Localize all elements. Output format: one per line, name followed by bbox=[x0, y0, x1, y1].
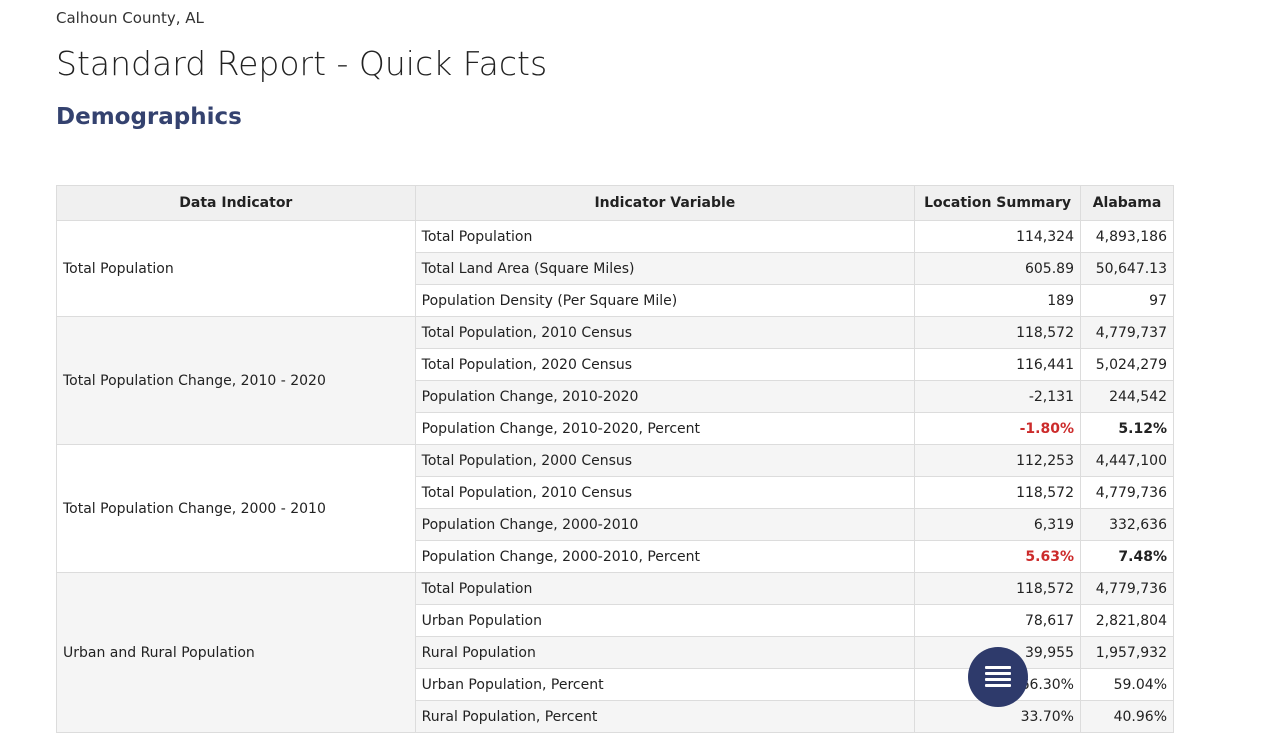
table-row: Total Land Area (Square Miles) 605.89 50,6… bbox=[57, 252, 1175, 285]
state-value: 5,024,279 bbox=[1079, 348, 1175, 381]
variable-cell: Total Population bbox=[414, 220, 916, 253]
variable-cell: Population Density (Per Square Mile) bbox=[414, 284, 916, 317]
column-header: Indicator Variable bbox=[414, 185, 916, 221]
variable-cell: Total Population bbox=[414, 572, 916, 605]
table-row: Population Change, 2010-2020, Percent -1.… bbox=[57, 412, 1175, 445]
variable-cell: Rural Population bbox=[414, 636, 916, 669]
indicator-cell: Total Population bbox=[56, 220, 416, 317]
column-header: Location Summary bbox=[914, 185, 1081, 221]
location-value: 118,572 bbox=[914, 316, 1081, 349]
indicator-cell: Total Population Change, 2010 - 2020 bbox=[56, 316, 416, 445]
state-value: 4,779,737 bbox=[1079, 316, 1175, 349]
section-title: Demographics bbox=[56, 104, 242, 130]
table-row: Total Population Total Population 114,324 4… bbox=[56, 220, 1175, 317]
location-value: 605.89 bbox=[914, 252, 1081, 285]
state-value: 59.04% bbox=[1079, 668, 1175, 701]
variable-cell: Total Population, 2010 Census bbox=[414, 316, 916, 349]
table-row: Population Change, 2000-2010 6,319 332,636 bbox=[57, 508, 1175, 541]
indicator-cell: Total Population Change, 2000 - 2010 bbox=[56, 444, 416, 573]
indicator-cell: Urban and Rural Population bbox=[56, 572, 416, 733]
location-value: 6,319 bbox=[914, 508, 1081, 541]
location-value: 189 bbox=[914, 284, 1081, 317]
menu-button[interactable] bbox=[968, 647, 1028, 707]
state-value: 4,447,100 bbox=[1079, 444, 1175, 477]
location-value: 118,572 bbox=[914, 476, 1081, 509]
state-value: 1,957,932 bbox=[1079, 636, 1175, 669]
variable-cell: Population Change, 2010-2020, Percent bbox=[414, 412, 916, 445]
table-row: Total Population Change, 2010 - 2020 Tota… bbox=[56, 316, 1175, 445]
variable-cell: Urban Population, Percent bbox=[414, 668, 916, 701]
table-row: Total Population Change, 2000 - 2010 Tota… bbox=[56, 444, 1175, 573]
column-header: Alabama bbox=[1079, 185, 1175, 221]
header-row: Data Indicator Indicator Variable Location… bbox=[56, 185, 1175, 221]
table-row: Population Change, 2010-2020 -2,131 244,54… bbox=[57, 380, 1175, 413]
data-table: Data Indicator Indicator Variable Location… bbox=[56, 185, 1175, 733]
variable-cell: Total Population, 2010 Census bbox=[414, 476, 916, 509]
column-header: Data Indicator bbox=[56, 185, 416, 221]
table-row: Population Change, 2000-2010, Percent 5.6… bbox=[57, 540, 1175, 573]
table-row: Total Population, 2010 Census 118,572 4,77… bbox=[57, 476, 1175, 509]
variable-cell: Population Change, 2000-2010, Percent bbox=[414, 540, 916, 573]
variable-cell: Rural Population, Percent bbox=[414, 700, 916, 733]
state-value: 244,542 bbox=[1079, 380, 1175, 413]
variable-cell: Population Change, 2000-2010 bbox=[414, 508, 916, 541]
location-value: 78,617 bbox=[914, 604, 1081, 637]
location-value: 114,324 bbox=[914, 220, 1081, 253]
state-value: 4,893,186 bbox=[1079, 220, 1175, 253]
location-label: Calhoun County, AL bbox=[56, 9, 204, 27]
variable-cell: Urban Population bbox=[414, 604, 916, 637]
state-value: 97 bbox=[1079, 284, 1175, 317]
state-value: 40.96% bbox=[1079, 700, 1175, 733]
state-value: 332,636 bbox=[1079, 508, 1175, 541]
state-value: 4,779,736 bbox=[1079, 572, 1175, 605]
variable-cell: Total Population, 2000 Census bbox=[414, 444, 916, 477]
variable-cell: Population Change, 2010-2020 bbox=[414, 380, 916, 413]
state-value: 50,647.13 bbox=[1079, 252, 1175, 285]
table-body: Total Population Total Population 114,324 4… bbox=[56, 220, 1175, 733]
location-value: 112,253 bbox=[914, 444, 1081, 477]
variable-cell: Total Land Area (Square Miles) bbox=[414, 252, 916, 285]
report-title: Standard Report - Quick Facts bbox=[56, 44, 548, 83]
table-row: Rural Population 39,955 1,957,932 bbox=[57, 636, 1175, 669]
table-row: Urban and Rural Population Total Populati… bbox=[56, 572, 1175, 733]
state-value: 4,779,736 bbox=[1079, 476, 1175, 509]
location-value: 5.63% bbox=[914, 540, 1081, 573]
location-value: -2,131 bbox=[914, 380, 1081, 413]
location-value: 118,572 bbox=[914, 572, 1081, 605]
location-value: 116,441 bbox=[914, 348, 1081, 381]
state-value: 2,821,804 bbox=[1079, 604, 1175, 637]
variable-cell: Total Population, 2020 Census bbox=[414, 348, 916, 381]
table-row: Urban Population 78,617 2,821,804 bbox=[57, 604, 1175, 637]
table-row: Population Density (Per Square Mile) 189 9… bbox=[57, 284, 1175, 317]
location-value: -1.80% bbox=[914, 412, 1081, 445]
state-value: 5.12% bbox=[1079, 412, 1175, 445]
state-value: 7.48% bbox=[1079, 540, 1175, 573]
